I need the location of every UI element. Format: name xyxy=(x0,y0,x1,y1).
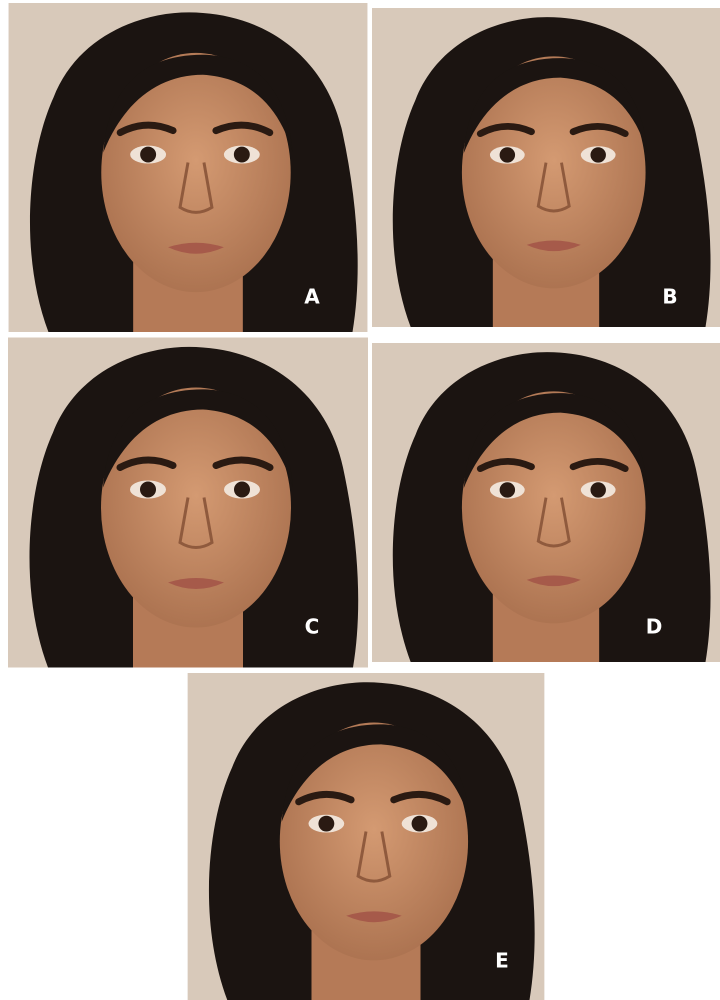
face-photo xyxy=(372,8,720,327)
panel-label: A xyxy=(304,285,320,309)
photo-panel: D xyxy=(372,343,720,662)
face-photo xyxy=(9,3,368,332)
photo-panel: B xyxy=(372,8,720,327)
figure: A B C D E xyxy=(0,0,720,1000)
panel-label: D xyxy=(646,615,663,639)
page: A B C D E (() => { const data = JSON.par… xyxy=(0,0,720,1000)
panel-label: E xyxy=(495,949,509,973)
panel-label: B xyxy=(662,285,677,309)
photo-panel: E xyxy=(188,673,545,1000)
face-photo xyxy=(188,673,545,1000)
photo-panel: C xyxy=(8,338,368,668)
photo-panel: A xyxy=(9,3,368,332)
face-photo xyxy=(372,343,720,662)
panel-label: C xyxy=(305,615,320,639)
